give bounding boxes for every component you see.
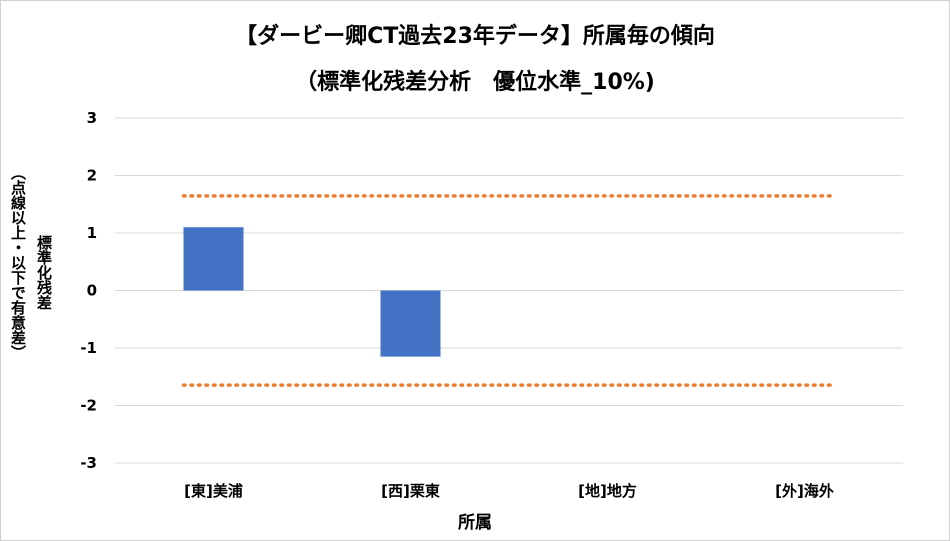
y-tick-label: 1 [87,224,97,242]
y-tick-label: -3 [80,454,97,472]
chart-title: 【ダービー卿CT過去23年データ】所属毎の傾向 [235,24,715,49]
y-axis-label-note: （点線以上・以下で有意差） [9,165,27,360]
bar-1 [183,227,244,291]
y-tick-label: -2 [80,397,97,415]
y-axis-label: 標準化残差 [35,235,53,310]
y-tick-label: 2 [87,167,97,185]
y-tick-label: -1 [80,339,97,357]
y-axis-label-group: 標準化残差 （点線以上・以下で有意差） [8,165,68,445]
x-tick-label: [地]地方 [578,482,637,500]
x-tick-label: [西]栗東 [381,482,440,500]
x-tick-label: [東]美浦 [184,482,243,500]
x-axis-label: 所属 [458,513,492,533]
bar-2 [380,290,441,357]
y-tick-label: 3 [87,109,97,127]
x-tick-label: [外]海外 [775,482,834,500]
y-tick-label: 0 [87,282,97,300]
chart-subtitle: （標準化残差分析 優位水準_10%) [295,70,655,95]
